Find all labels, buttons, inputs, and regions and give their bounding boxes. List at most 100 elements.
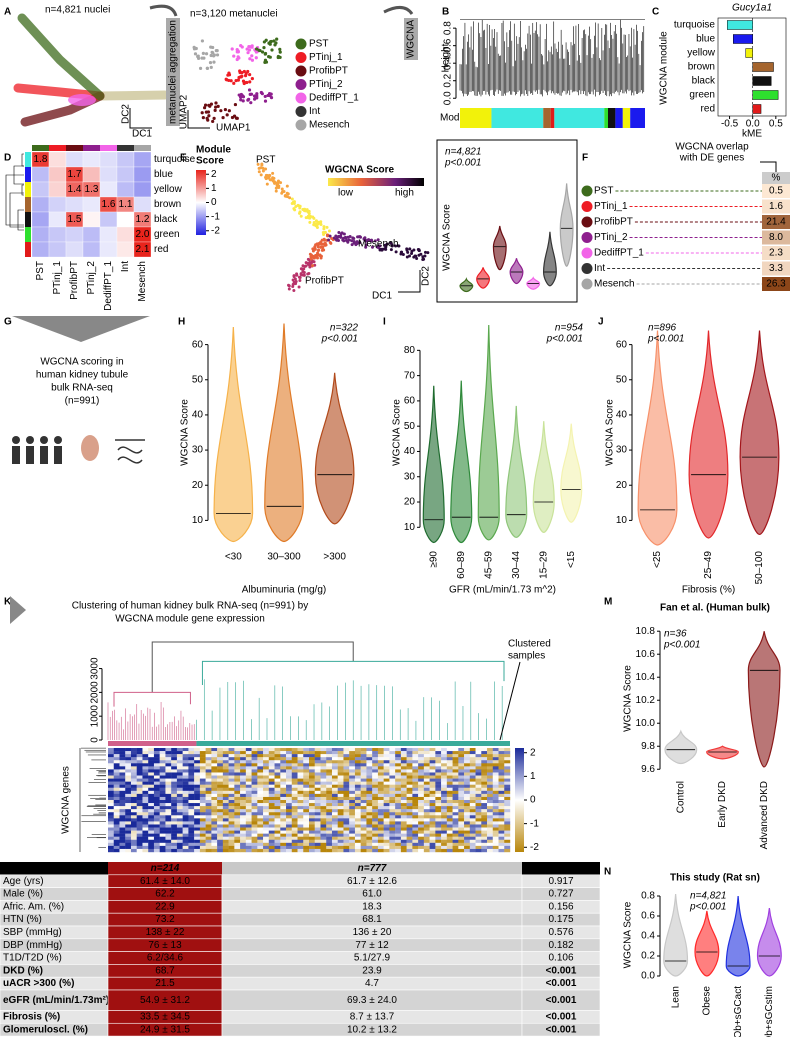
heat-cell [49, 182, 66, 197]
heat-cell [487, 849, 493, 852]
heat-cell [257, 834, 263, 837]
heat-cell [430, 846, 436, 849]
heat-cell [183, 797, 189, 800]
heat-cell [389, 769, 395, 772]
heat-cell [407, 757, 413, 760]
heat-cell [384, 840, 390, 843]
heat-cell [349, 766, 355, 769]
heat-cell [240, 760, 246, 763]
umap-point [211, 46, 214, 49]
heat-cell [395, 776, 401, 779]
heat-cell [332, 806, 338, 809]
heat-cell [481, 815, 487, 818]
heat-cell [401, 769, 407, 772]
heat-cell [303, 788, 309, 791]
heat-cell [257, 846, 263, 849]
heat-cell [349, 843, 355, 846]
heat-cell [223, 791, 229, 794]
heat-cell [171, 837, 177, 840]
umap-point [278, 48, 281, 51]
heat-cell [119, 763, 125, 766]
heat-cell [458, 772, 464, 775]
heat-cell [458, 831, 464, 834]
heat-cell [464, 824, 470, 827]
heat-cell [504, 797, 510, 800]
bar [753, 91, 778, 100]
heat-cell [332, 769, 338, 772]
violin [740, 331, 779, 535]
scale-tick-label: -2 [211, 225, 220, 236]
heat-cell [343, 834, 349, 837]
scatter-point [327, 238, 330, 241]
heat-cell [240, 772, 246, 775]
violin [695, 911, 719, 976]
heat-cell [240, 806, 246, 809]
heat-cell [148, 754, 154, 757]
module-band [554, 108, 604, 128]
heat-cell [154, 772, 160, 775]
heat-cell [160, 834, 166, 837]
heat-cell [372, 766, 378, 769]
heat-cell [504, 760, 510, 763]
heat-cell [183, 794, 189, 797]
heat-cell [119, 800, 125, 803]
heat-cell [407, 846, 413, 849]
heat-cell [171, 791, 177, 794]
heat-cell [125, 834, 131, 837]
heat-cell [298, 828, 304, 831]
heat-cell [292, 794, 298, 797]
heat-cell [246, 803, 252, 806]
heat-cell [355, 840, 361, 843]
violin [664, 894, 688, 976]
heat-cell [366, 766, 372, 769]
heat-cell [470, 806, 476, 809]
heat-cell [361, 828, 367, 831]
value-label: 8.0 [769, 232, 783, 243]
heat-cell [263, 754, 269, 757]
heat-cell [292, 788, 298, 791]
heat-cell [401, 782, 407, 785]
heat-cell [275, 779, 281, 782]
heat-cell [401, 779, 407, 782]
heat-cell [349, 785, 355, 788]
heat-cell [418, 788, 424, 791]
heat-cell [211, 834, 217, 837]
heat-cell [142, 760, 148, 763]
heat-cell [309, 834, 315, 837]
legend-title: Score [196, 156, 224, 167]
heat-cell [441, 812, 447, 815]
module-band [615, 108, 622, 128]
heat-cell [309, 849, 315, 852]
heat-cell [131, 821, 137, 824]
heat-cell [384, 828, 390, 831]
heat-cell [504, 763, 510, 766]
heat-cell [464, 754, 470, 757]
scatter-point [303, 271, 306, 274]
table-text: <0.001 [546, 965, 577, 976]
heat-cell [263, 748, 269, 751]
heat-cell [183, 809, 189, 812]
violin [561, 424, 582, 523]
y-tick-label: 40 [404, 446, 416, 457]
heat-cell [83, 242, 100, 257]
heat-cell [117, 167, 134, 182]
heat-cell [349, 812, 355, 815]
heat-cell [160, 751, 166, 754]
row-label: black [154, 214, 178, 225]
heat-cell [389, 828, 395, 831]
heat-cell [412, 794, 418, 797]
heat-cell [378, 751, 384, 754]
annotation: Clustered [508, 639, 551, 650]
module-band [491, 108, 543, 128]
heat-cell [372, 806, 378, 809]
heat-cell [119, 818, 125, 821]
heat-cell [355, 806, 361, 809]
heat-cell [487, 806, 493, 809]
heat-cell [424, 748, 430, 751]
heat-cell [263, 794, 269, 797]
heat-cell [286, 782, 292, 785]
value-label: 2.3 [769, 248, 783, 259]
heat-cell [309, 809, 315, 812]
heat-cell [160, 791, 166, 794]
heat-cell [211, 751, 217, 754]
